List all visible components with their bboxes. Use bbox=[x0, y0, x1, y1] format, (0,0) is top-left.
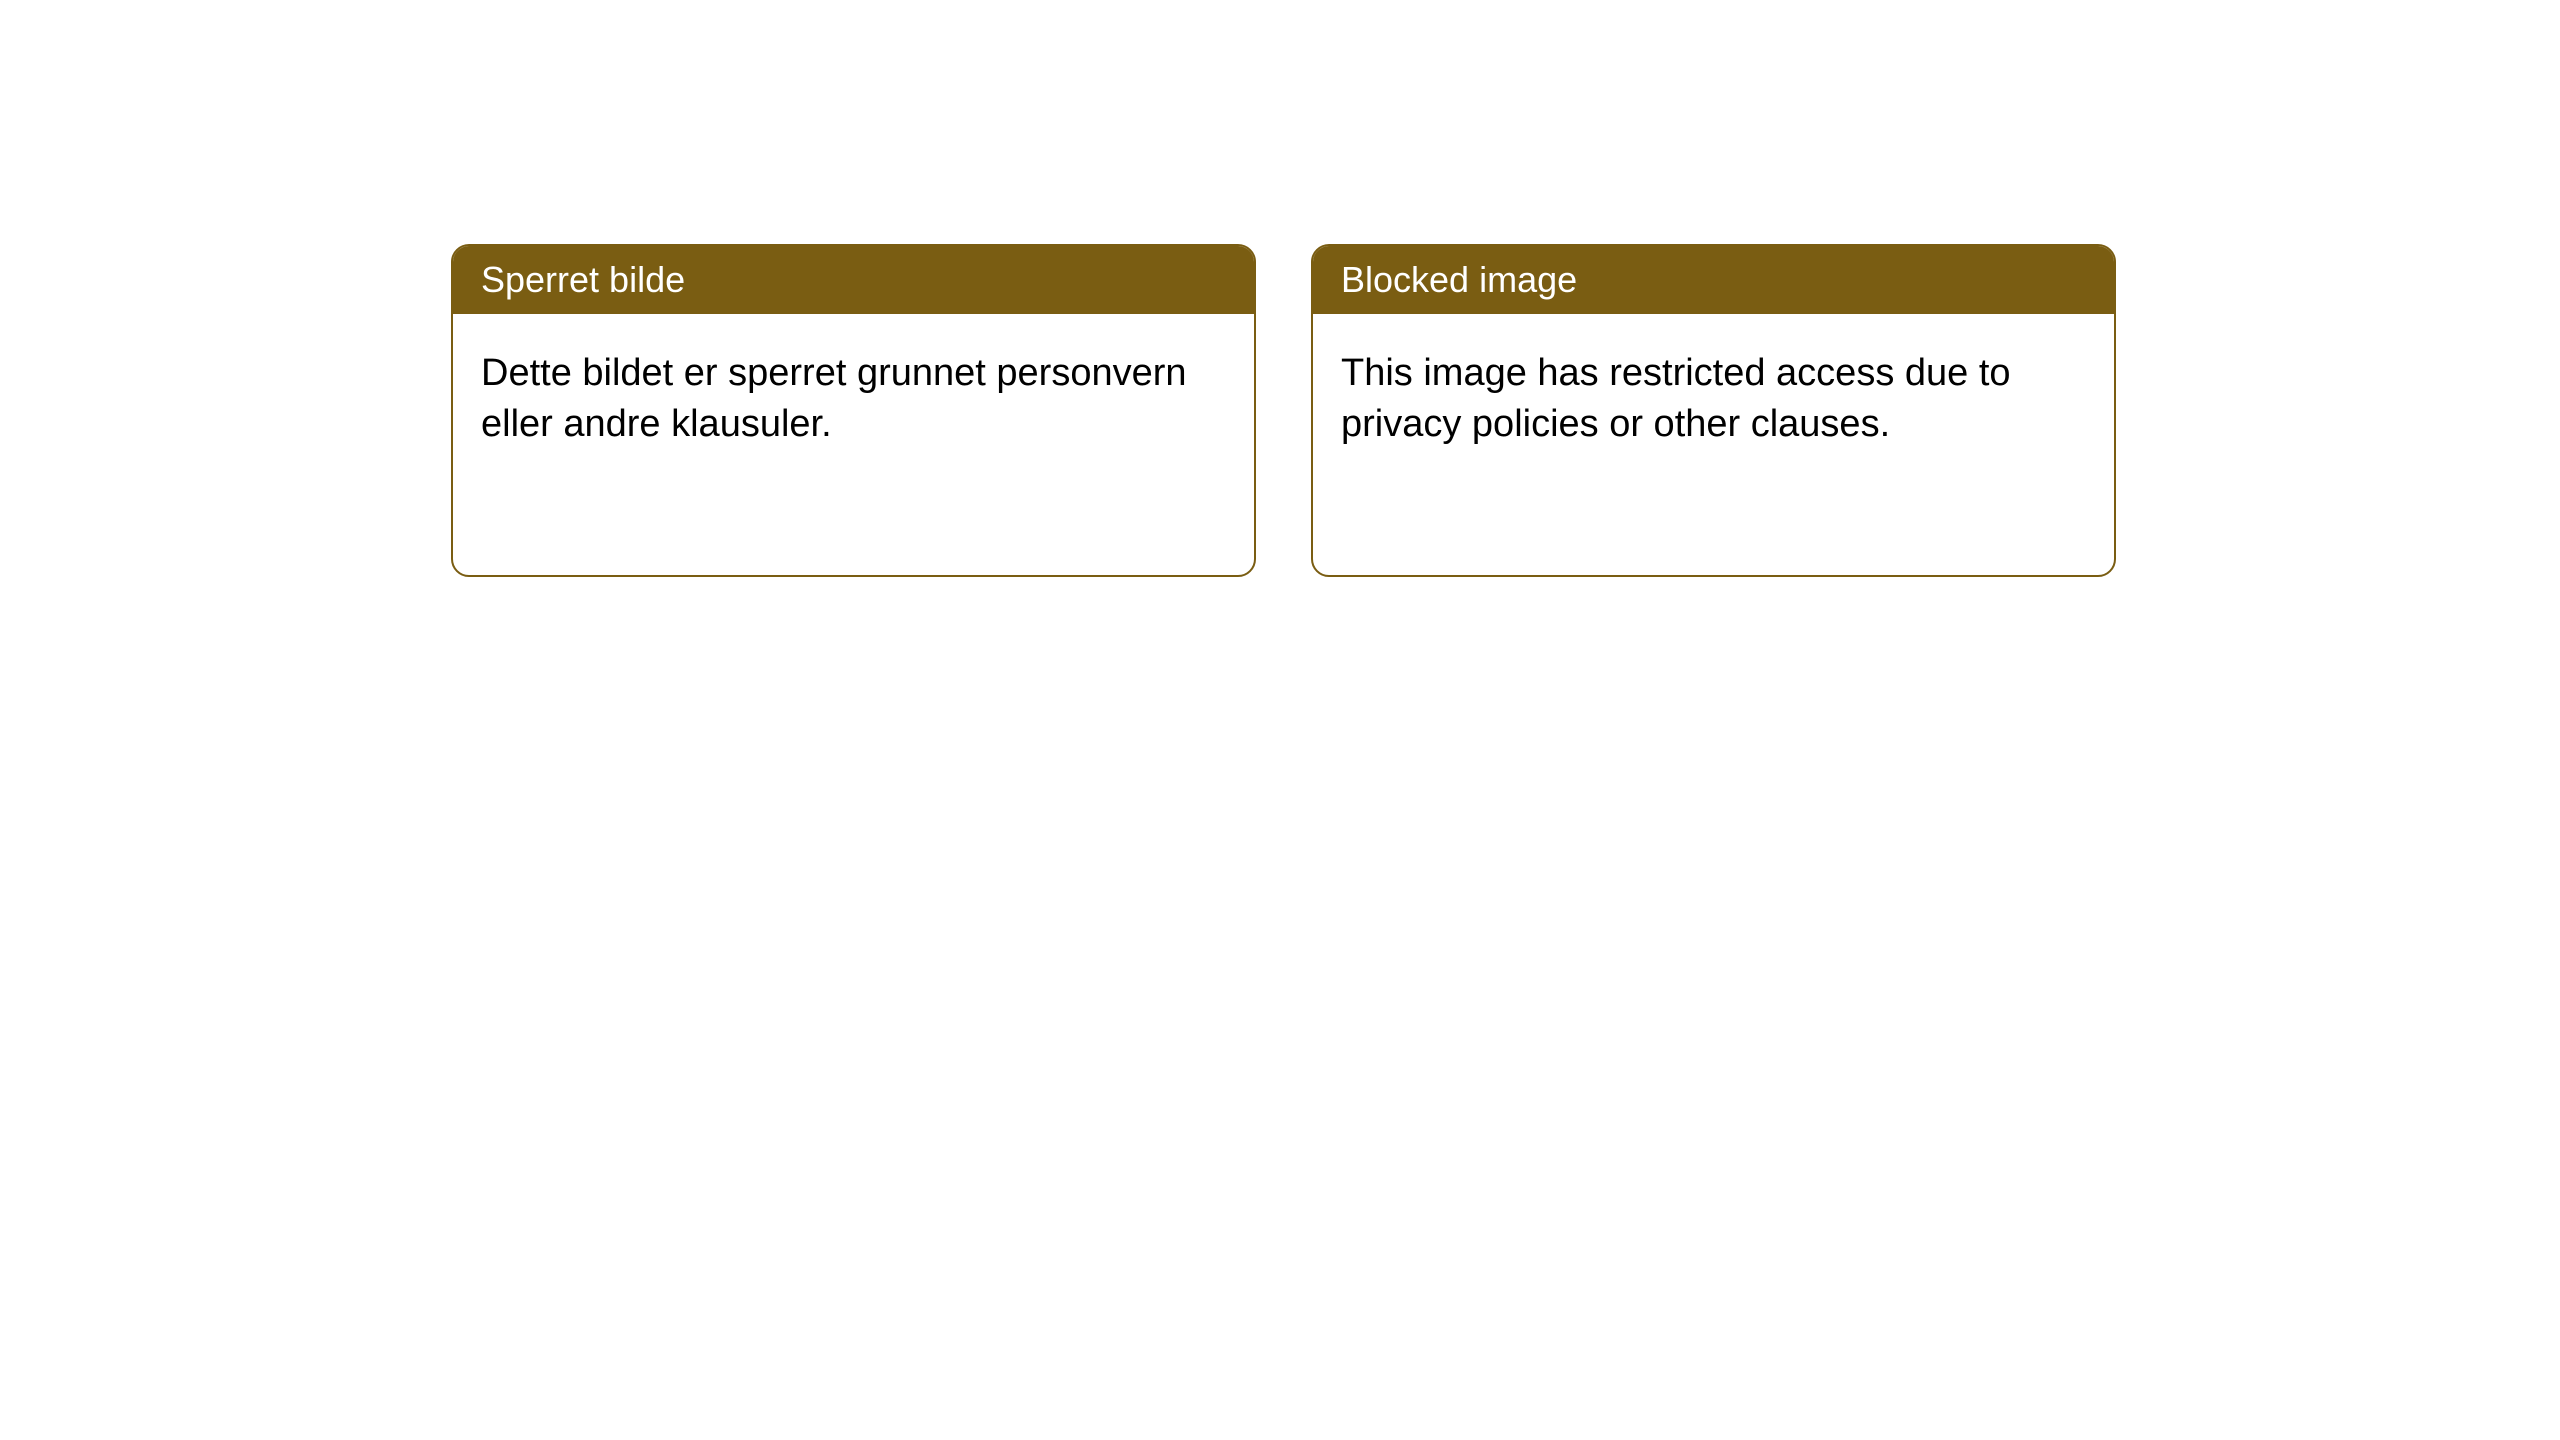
panel-header-norwegian: Sperret bilde bbox=[453, 246, 1254, 314]
panel-english: Blocked image This image has restricted … bbox=[1311, 244, 2116, 577]
panel-body-english: This image has restricted access due to … bbox=[1313, 314, 2114, 484]
panel-container: Sperret bilde Dette bildet er sperret gr… bbox=[451, 244, 2116, 577]
panel-norwegian: Sperret bilde Dette bildet er sperret gr… bbox=[451, 244, 1256, 577]
panel-header-english: Blocked image bbox=[1313, 246, 2114, 314]
panel-body-norwegian: Dette bildet er sperret grunnet personve… bbox=[453, 314, 1254, 484]
